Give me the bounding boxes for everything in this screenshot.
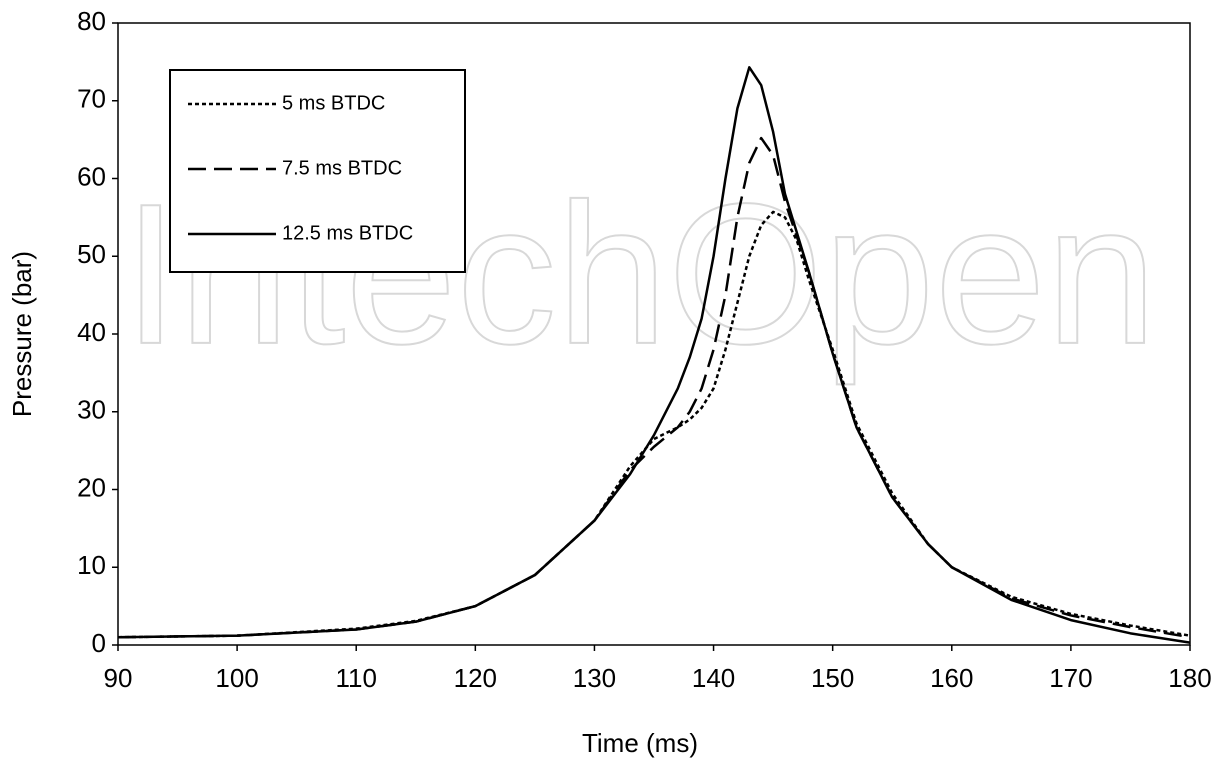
x-tick-label: 130 — [573, 663, 616, 693]
y-tick-label: 70 — [77, 84, 106, 114]
x-tick-label: 160 — [930, 663, 973, 693]
x-axis-title: Time (ms) — [582, 728, 698, 758]
legend-label: 5 ms BTDC — [282, 92, 385, 114]
y-tick-label: 50 — [77, 239, 106, 269]
legend-label: 7.5 ms BTDC — [282, 157, 402, 179]
legend-label: 12.5 ms BTDC — [282, 222, 413, 244]
x-tick-label: 170 — [1049, 663, 1092, 693]
x-tick-label: 180 — [1168, 663, 1211, 693]
y-tick-label: 30 — [77, 395, 106, 425]
y-tick-label: 40 — [77, 317, 106, 347]
x-tick-label: 90 — [104, 663, 133, 693]
x-tick-label: 120 — [454, 663, 497, 693]
y-tick-label: 0 — [92, 628, 106, 658]
y-tick-label: 10 — [77, 550, 106, 580]
y-tick-label: 80 — [77, 6, 106, 36]
y-tick-label: 20 — [77, 472, 106, 502]
y-tick-label: 60 — [77, 161, 106, 191]
x-tick-label: 110 — [335, 663, 376, 693]
y-axis-title: Pressure (bar) — [7, 251, 37, 417]
x-tick-label: 150 — [811, 663, 854, 693]
x-tick-label: 100 — [215, 663, 258, 693]
x-tick-label: 140 — [692, 663, 735, 693]
series-line — [117, 66, 1191, 644]
